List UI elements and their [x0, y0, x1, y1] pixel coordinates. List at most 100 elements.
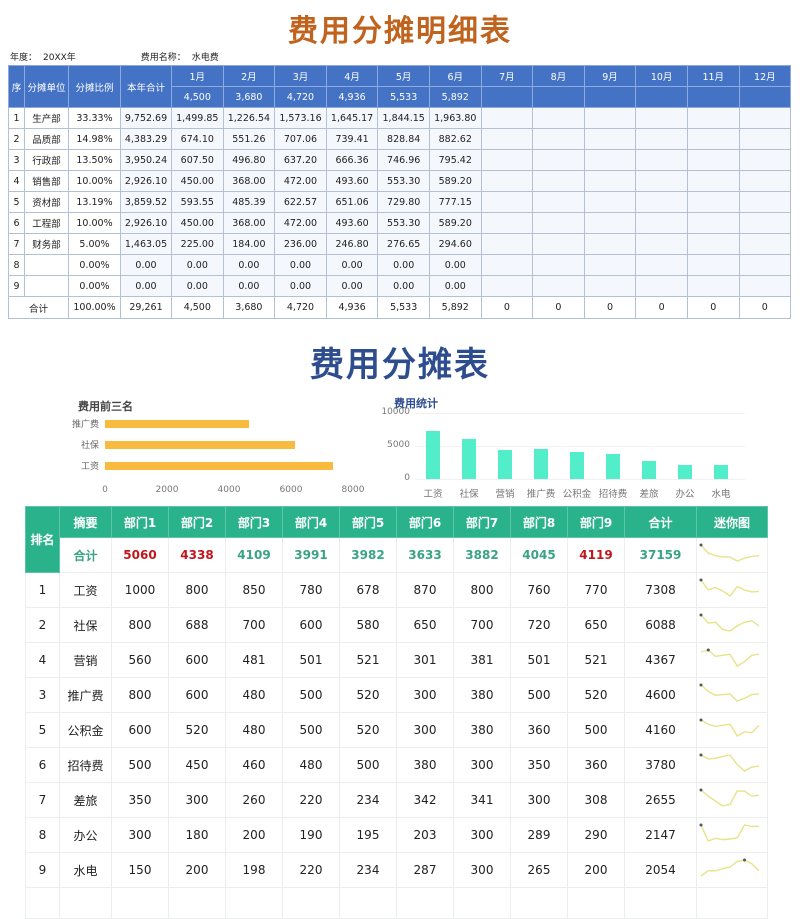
row-total: 0.00 — [120, 275, 172, 297]
total-month-value: 5,533 — [377, 296, 430, 319]
row-month-value — [738, 107, 792, 129]
row-month-value: 225.00 — [171, 233, 224, 255]
row-rank: 3 — [25, 677, 60, 713]
total-month-value: 3,680 — [222, 296, 276, 319]
sparkline — [696, 817, 768, 853]
row-dept-value: 341 — [453, 782, 511, 818]
table-row: 6 工程部 10.00% 2,926.10 450.00 368.00 472.00 493.… — [8, 212, 792, 234]
header-dept: 部门8 — [510, 506, 568, 538]
row-month-value: 0.00 — [377, 254, 430, 276]
bar — [570, 451, 584, 479]
row-seq: 7 — [8, 233, 25, 255]
row-dept-value: 770 — [567, 572, 625, 608]
row-dept-value: 480 — [282, 747, 340, 783]
row-seq: 4 — [8, 170, 25, 192]
row-name: 招待费 — [59, 747, 112, 783]
row-month-value: 795.42 — [428, 149, 482, 171]
bar — [105, 462, 334, 470]
row-month-value: 651.06 — [325, 191, 379, 213]
row-dept-value: 450 — [168, 747, 226, 783]
header-dept: 部门4 — [282, 506, 340, 538]
row-rank: 2 — [25, 607, 60, 643]
table-row: 8 办公 300 180 200 190 195 203 300 289 290 2147 — [25, 817, 768, 853]
header-month: 2月 — [222, 65, 276, 87]
row-dept-value: 870 — [396, 572, 454, 608]
gridline — [415, 413, 745, 414]
row-month-value — [583, 149, 637, 171]
row-month-value — [583, 107, 637, 129]
row-month-value: 236.00 — [274, 233, 327, 255]
header-month: 11月 — [686, 65, 740, 87]
bar-label: 办公 — [675, 489, 695, 500]
row-month-value — [532, 212, 585, 234]
x-tick: 8000 — [341, 485, 365, 495]
row-month-value — [480, 191, 534, 213]
sparkline-chart — [699, 753, 760, 772]
sparkline — [696, 572, 768, 608]
row-dept-value: 521 — [339, 642, 397, 678]
summary-table: 排名 摘要 部门1 部门2 部门3 部门4 部门5 部门6 部门7 部门8 部门9 合计 迷你图 合计 50… — [25, 506, 768, 919]
bar-label: 水电 — [711, 489, 731, 500]
row-month-value — [738, 170, 792, 192]
month-total — [686, 86, 740, 108]
row-name: 营销 — [59, 642, 112, 678]
row-name: 社保 — [59, 607, 112, 643]
bar-label: 推广费 — [526, 489, 556, 500]
row-dept-value: 203 — [396, 817, 454, 853]
sum-dept-value: 3982 — [339, 537, 397, 573]
row-month-value — [583, 275, 637, 297]
row-dept-value: 289 — [510, 817, 568, 853]
total-month-value: 5,892 — [428, 296, 482, 319]
row-seq: 9 — [8, 275, 25, 297]
sparkline-chart — [699, 543, 760, 562]
row-month-value — [480, 275, 534, 297]
row-month-value — [532, 107, 585, 129]
row-dept-value: 501 — [282, 642, 340, 678]
header-ratio: 分摊比例 — [68, 65, 121, 108]
row-month-value: 1,844.15 — [377, 107, 430, 129]
year-value: 20XX年 — [43, 53, 76, 63]
row-dept-value: 342 — [396, 782, 454, 818]
row-ratio: 33.33% — [68, 107, 121, 129]
sum-dept-value: 4338 — [168, 537, 226, 573]
row-month-value — [635, 128, 688, 150]
sparkline-chart — [700, 858, 760, 877]
row-dept-value: 1000 — [111, 572, 169, 608]
row-total: 3,950.24 — [120, 149, 172, 171]
total-ratio: 100.00% — [68, 296, 121, 319]
row-month-value — [686, 149, 740, 171]
row-month-value: 450.00 — [171, 212, 224, 234]
table-row: 7 差旅 350 300 260 220 234 342 341 300 308 2655 — [25, 782, 768, 818]
table-row: 9 水电 150 200 198 220 234 287 300 265 200 2054 — [25, 852, 768, 888]
row-dept-value: 308 — [567, 782, 625, 818]
month-total: 5,533 — [377, 86, 430, 108]
row-month-value — [583, 128, 637, 150]
total-month-value: 0 — [480, 296, 534, 319]
row-dept-value: 780 — [282, 572, 340, 608]
row-month-value — [532, 149, 585, 171]
row-total: 4,383.29 — [120, 128, 172, 150]
empty-cell — [225, 887, 283, 919]
row-dept-value: 501 — [510, 642, 568, 678]
table-row: 6 招待费 500 450 460 480 500 380 300 350 360 3780 — [25, 747, 768, 783]
row-month-value: 1,573.16 — [274, 107, 327, 129]
sparkline — [696, 642, 768, 678]
row-ratio: 14.98% — [68, 128, 121, 150]
sum-total: 37159 — [624, 537, 697, 573]
row-total: 1,463.05 — [120, 233, 172, 255]
row-dept-value: 460 — [225, 747, 283, 783]
table-row: 5 资材部 13.19% 3,859.52 593.55 485.39 622.57 651.… — [8, 191, 792, 213]
row-month-value — [480, 128, 534, 150]
sparkline — [696, 607, 768, 643]
fee-name-value: 水电费 — [191, 53, 219, 63]
header-rank: 排名 — [25, 506, 60, 573]
month-total: 5,892 — [428, 86, 482, 108]
bar — [678, 464, 692, 479]
row-total: 4600 — [624, 677, 697, 713]
expense-stats-chart: 费用统计 0 5000 10000 工资 社保 营销 推广费 公积金 招待费 差旅 办公 水电 — [380, 393, 760, 503]
row-month-value: 496.80 — [222, 149, 276, 171]
row-dept-value: 800 — [111, 607, 169, 643]
empty-cell — [567, 887, 625, 919]
row-ratio: 13.50% — [68, 149, 121, 171]
row-dept-value: 290 — [567, 817, 625, 853]
